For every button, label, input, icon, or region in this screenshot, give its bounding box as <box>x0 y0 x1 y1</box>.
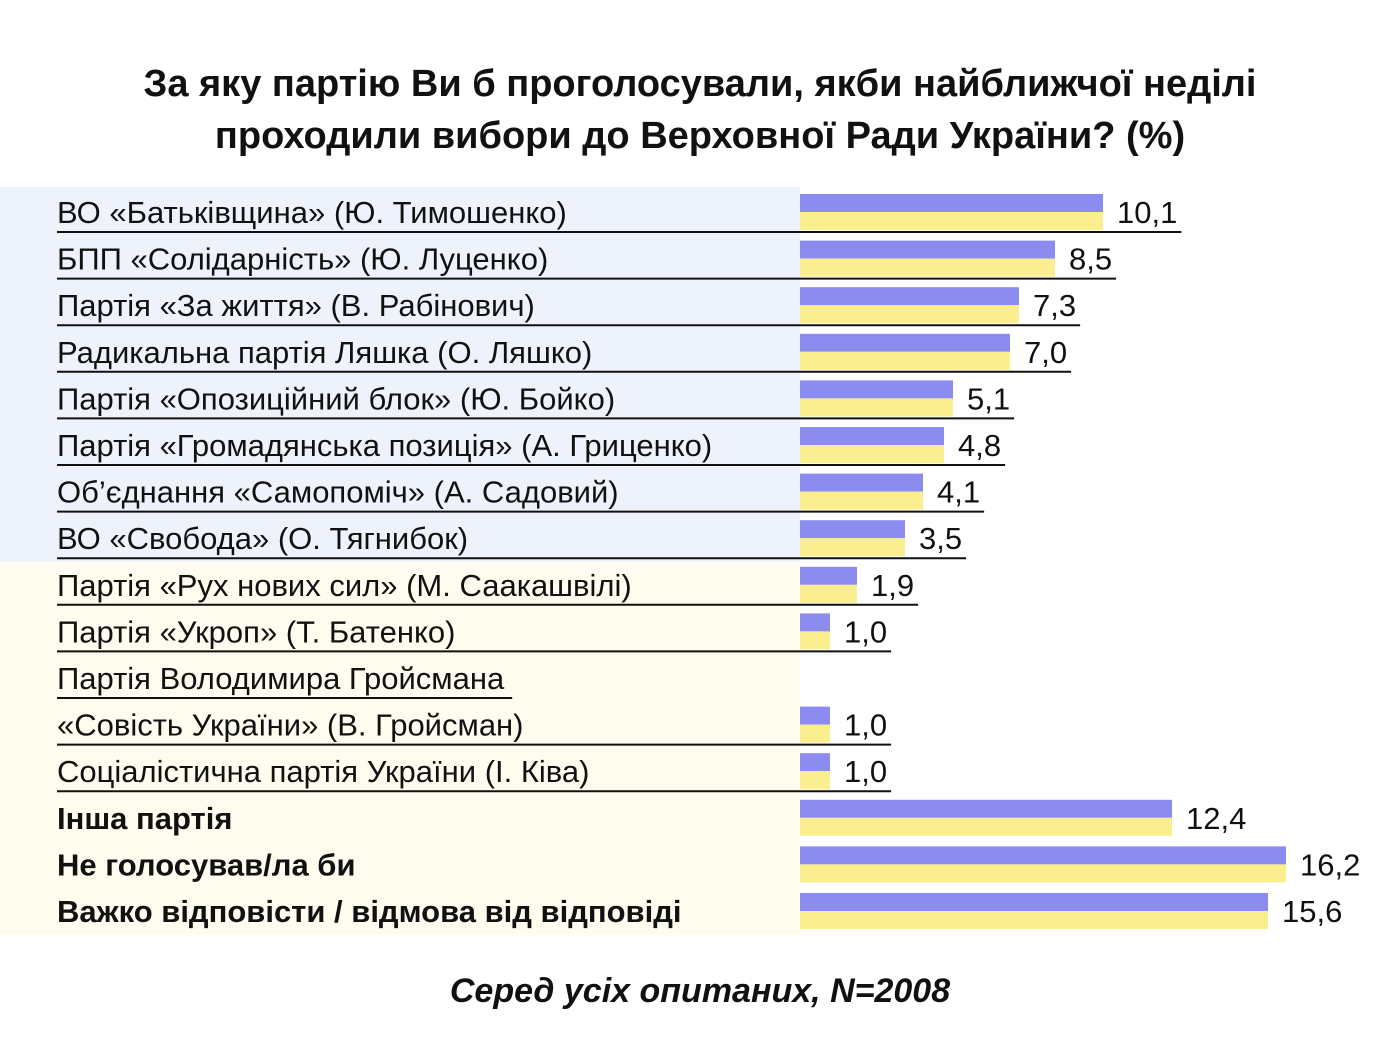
value-label: 1,9 <box>871 568 914 603</box>
bar-row: 10,1 ВО «Батьківщина» (Ю. Тимошенко) <box>57 194 1182 233</box>
category-label: Радикальна партія Ляшка (О. Ляшко) <box>57 335 592 370</box>
category-label: Об’єднання «Самопоміч» (А. Садовий) <box>57 475 619 510</box>
value-label: 3,5 <box>919 521 962 556</box>
bar-blue-half <box>800 799 1172 818</box>
chart-title-line-1: За яку партію Ви б проголосували, якби н… <box>143 63 1257 105</box>
bar-blue-half <box>800 240 1055 259</box>
bar-blue-half <box>800 613 830 632</box>
category-label: Партія «Рух нових сил» (М. Саакашвілі) <box>57 568 632 603</box>
bar-row: 1,0 Партія «Укроп» (Т. Батенко) <box>57 613 892 653</box>
bar-blue-half <box>800 846 1286 865</box>
value-label: 10,1 <box>1117 195 1177 230</box>
bar-row: 7,3 Партія «За життя» (В. Рабінович) <box>57 287 1081 327</box>
bar-row: 1,0 Партія Володимира Гройсмана «Совість У… <box>57 661 892 746</box>
category-label: Партія «Громадянська позиція» (А. Грицен… <box>57 428 712 463</box>
category-label: Інша партія <box>57 801 232 836</box>
bar-blue-half <box>800 380 953 399</box>
category-label: Не голосував/ла би <box>57 847 356 882</box>
background-band-yellow <box>0 561 800 935</box>
bar-row: 12,4 Інша партія <box>57 799 1246 836</box>
value-label: 8,5 <box>1069 242 1112 277</box>
bar-blue-half <box>800 706 830 725</box>
value-label: 1,0 <box>844 754 887 789</box>
value-label: 12,4 <box>1186 801 1246 836</box>
value-label: 1,0 <box>844 708 887 743</box>
category-label: Партія «Опозиційний блок» (Ю. Бойко) <box>57 381 615 416</box>
bar-blue-half <box>800 566 857 585</box>
bar-blue-half <box>800 194 1103 212</box>
bar-yellow-half <box>800 724 830 743</box>
category-label: ВО «Свобода» (О. Тягнибок) <box>57 521 468 556</box>
bar-row: 4,1 Об’єднання «Самопоміч» (А. Садовий) <box>57 473 985 513</box>
bar-blue-half <box>800 473 923 492</box>
bar-yellow-half <box>800 305 1019 324</box>
chart-title: За яку партію Ви б проголосували, якби н… <box>0 58 1400 162</box>
bar-row: 1,9 Партія «Рух нових сил» (М. Саакашвілі… <box>57 566 919 606</box>
value-label: 1,0 <box>844 614 887 649</box>
bar-yellow-half <box>800 584 857 603</box>
value-label: 7,0 <box>1024 335 1067 370</box>
category-label: Партія Володимира Гройсмана <box>57 661 505 696</box>
bar-yellow-half <box>800 538 905 557</box>
bar-row: 15,6 Важко відповісти / відмова від відпо… <box>57 893 1342 929</box>
bar-blue-half <box>800 753 830 772</box>
bar-row: 7,0 Радикальна партія Ляшка (О. Ляшко) <box>57 333 1072 373</box>
bar-row: 3,5 ВО «Свобода» (О. Тягнибок) <box>57 520 967 560</box>
value-label: 5,1 <box>967 381 1010 416</box>
bar-row: 5,1 Партія «Опозиційний блок» (Ю. Бойко) <box>57 380 1015 420</box>
category-label: Партія «Укроп» (Т. Батенко) <box>57 614 455 649</box>
bar-yellow-half <box>800 911 1268 929</box>
bar-blue-half <box>800 287 1019 306</box>
bar-row: 4,8 Партія «Громадянська позиція» (А. Гри… <box>57 427 1006 466</box>
sample-footnote: Серед усіх опитаних, N=2008 <box>449 972 951 1010</box>
chart-title-line-2: проходили вибори до Верховної Ради Украї… <box>214 115 1186 157</box>
bar-yellow-half <box>800 817 1172 836</box>
bar-blue-half <box>800 333 1010 352</box>
value-label: 4,8 <box>958 428 1001 463</box>
bar-yellow-half <box>800 351 1010 370</box>
value-label: 4,1 <box>937 475 980 510</box>
category-label: Партія «За життя» (В. Рабінович) <box>57 288 535 323</box>
background-bands <box>0 186 800 935</box>
bar-row: 16,2 Не голосував/ла би <box>57 846 1360 883</box>
category-label: «Совість України» (В. Гройсман) <box>57 708 524 743</box>
bar-yellow-half <box>800 258 1055 277</box>
value-label: 16,2 <box>1300 847 1360 882</box>
bar-yellow-half <box>800 631 830 650</box>
bar-blue-half <box>800 893 1268 911</box>
bar-yellow-half <box>800 212 1103 230</box>
bar-row: 1,0 Соціалістична партія України (І. Ківа… <box>57 753 892 793</box>
bar-yellow-half <box>800 491 923 510</box>
bar-yellow-half <box>800 864 1286 883</box>
bar-blue-half <box>800 520 905 539</box>
bar-rows: 10,1 ВО «Батьківщина» (Ю. Тимошенко) 8,5 БП… <box>57 194 1360 929</box>
bar-yellow-half <box>800 398 953 417</box>
category-label: БПП «Солідарність» (Ю. Луценко) <box>57 242 548 277</box>
background-band-blue <box>0 186 800 562</box>
bar-blue-half <box>800 427 944 445</box>
category-label: Соціалістична партія України (І. Ківа) <box>57 754 590 789</box>
value-label: 7,3 <box>1033 288 1076 323</box>
category-label: Важко відповісти / відмова від відповіді <box>57 894 682 929</box>
category-label: ВО «Батьківщина» (Ю. Тимошенко) <box>57 195 567 230</box>
value-label: 15,6 <box>1282 894 1342 929</box>
bar-yellow-half <box>800 771 830 790</box>
bar-yellow-half <box>800 445 944 463</box>
bar-row: 8,5 БПП «Солідарність» (Ю. Луценко) <box>57 240 1117 280</box>
